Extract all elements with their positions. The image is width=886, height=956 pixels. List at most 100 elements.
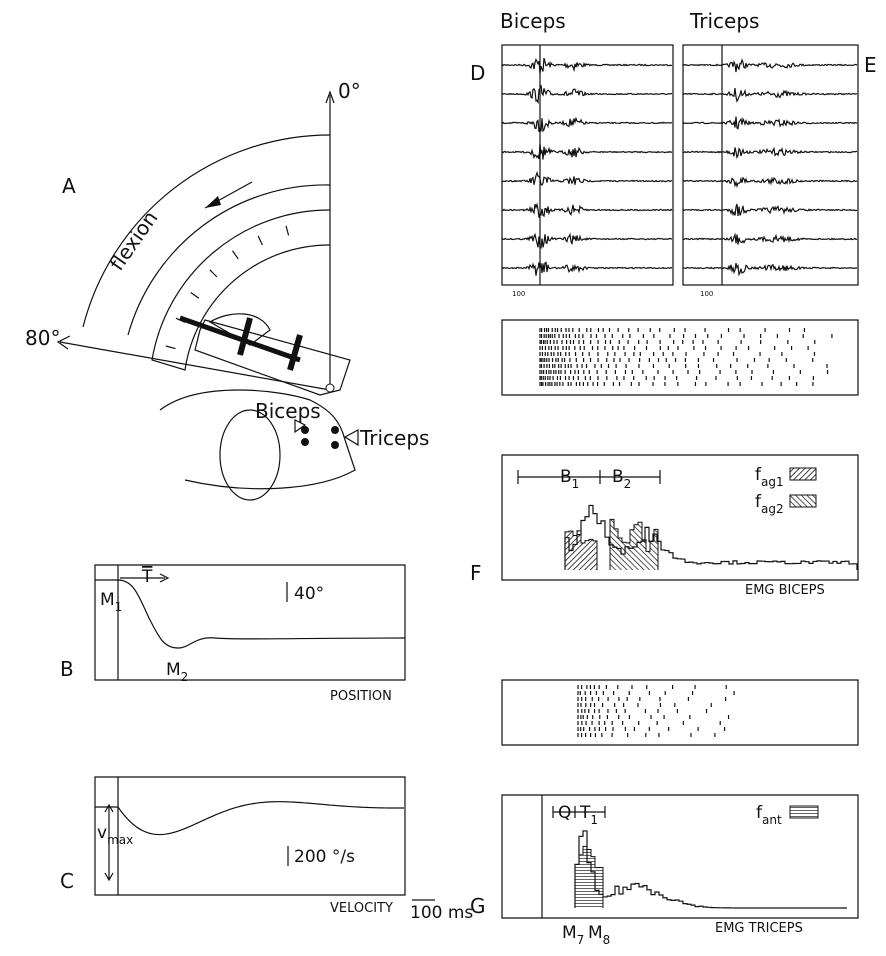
histogram bbox=[565, 505, 857, 570]
axis-label: EMG TRICEPS bbox=[715, 921, 803, 936]
pointer bbox=[345, 430, 358, 445]
electrode bbox=[301, 438, 309, 446]
muscle-label: Biceps bbox=[255, 399, 321, 423]
emg-trace bbox=[502, 85, 672, 102]
panel-letter: B bbox=[60, 657, 74, 681]
strap bbox=[290, 335, 300, 370]
scale-tick bbox=[286, 226, 289, 236]
label-sub: 1 bbox=[572, 477, 580, 491]
outer-arc-inner bbox=[128, 185, 330, 335]
hatched-area bbox=[575, 846, 603, 908]
marker-label: M7 bbox=[562, 923, 584, 947]
emg-trace bbox=[683, 147, 857, 157]
t-label: T bbox=[141, 567, 153, 587]
legend-label: fag1 bbox=[755, 465, 784, 489]
emg-trace bbox=[502, 144, 672, 159]
panel-b: B 40° T M1 M2 POSITION bbox=[60, 565, 405, 704]
scale-tick bbox=[210, 270, 217, 277]
panel-title: Biceps bbox=[500, 9, 566, 33]
arrow-head bbox=[205, 196, 221, 208]
emg-trace bbox=[502, 262, 672, 275]
label-base: M bbox=[562, 923, 577, 943]
raster bbox=[578, 685, 734, 737]
interval-label: B1 bbox=[560, 467, 579, 491]
legend-swatch bbox=[790, 806, 818, 818]
emg-traces bbox=[502, 45, 857, 285]
legend-label: fag2 bbox=[755, 492, 784, 516]
figure: A 0° flexion 80° Biceps Triceps B 40° T … bbox=[0, 0, 886, 956]
legend-swatch bbox=[790, 468, 816, 480]
label-base: B bbox=[612, 467, 624, 487]
axis-label: VELOCITY bbox=[330, 901, 393, 916]
electrode bbox=[331, 441, 339, 449]
label-sub: max bbox=[107, 833, 133, 847]
time-label: 100 ms bbox=[410, 903, 473, 923]
emg-trace bbox=[683, 235, 857, 245]
label-sub: ag1 bbox=[761, 475, 784, 489]
label-base: T bbox=[579, 803, 591, 823]
scale-tick bbox=[166, 346, 176, 349]
hatched-area bbox=[610, 519, 658, 570]
panel-g: G Q T1 fant M7 M8 EMG TRICEPS bbox=[470, 680, 858, 947]
emg-trace bbox=[683, 88, 857, 101]
axis-label: EMG BICEPS bbox=[745, 583, 825, 598]
emg-trace bbox=[683, 178, 857, 186]
emg-trace bbox=[683, 60, 857, 72]
tick-label: 100 bbox=[700, 290, 713, 298]
panel-letter: G bbox=[470, 894, 486, 918]
label-base: M bbox=[588, 923, 603, 943]
axis-label: POSITION bbox=[330, 689, 392, 704]
histogram bbox=[575, 831, 847, 908]
label-sub: 8 bbox=[603, 933, 611, 947]
label-sub: 1 bbox=[115, 600, 123, 614]
panel-letter: A bbox=[62, 174, 76, 198]
muscle-label: Triceps bbox=[359, 426, 429, 450]
emg-trace bbox=[683, 263, 857, 274]
interval-label: T1 bbox=[579, 803, 598, 827]
label-base: M bbox=[166, 660, 181, 680]
pivot bbox=[326, 384, 334, 392]
raster bbox=[540, 328, 832, 386]
emg-trace bbox=[683, 204, 857, 216]
frame bbox=[683, 45, 858, 285]
emg-trace bbox=[502, 58, 672, 73]
marker-label: M1 bbox=[100, 590, 122, 614]
panel-letter: C bbox=[60, 869, 74, 893]
panel-f: F B1 B2 fag1 fag2 EMG BICEPS bbox=[470, 320, 858, 598]
velocity-trace bbox=[95, 802, 404, 835]
label-sub: 2 bbox=[181, 670, 189, 684]
emg-trace bbox=[683, 117, 857, 129]
marker-label: M8 bbox=[588, 923, 610, 947]
panel-d-e: Biceps Triceps D E 100 100 bbox=[470, 9, 877, 298]
label-base: B bbox=[560, 467, 572, 487]
tick-label: 100 bbox=[512, 290, 525, 298]
label-sub: 2 bbox=[624, 477, 632, 491]
panel-title: Triceps bbox=[689, 9, 759, 33]
vmax-label: vmax bbox=[97, 823, 133, 847]
angle-label: 0° bbox=[338, 79, 361, 103]
head bbox=[220, 410, 280, 500]
hatched-area bbox=[565, 531, 597, 570]
scale-tick bbox=[232, 251, 238, 259]
scale-label: 200 °/s bbox=[294, 847, 355, 867]
label-sub: 7 bbox=[577, 933, 585, 947]
panel-letter: D bbox=[470, 61, 485, 85]
emg-trace bbox=[502, 118, 672, 132]
interval-bars bbox=[518, 470, 660, 484]
label-sub: 1 bbox=[590, 813, 598, 827]
label-sub: ant bbox=[762, 813, 782, 827]
scale-tick bbox=[191, 292, 199, 298]
frame bbox=[502, 45, 673, 285]
strap bbox=[240, 318, 250, 355]
legend-label: fant bbox=[756, 803, 782, 827]
frame bbox=[95, 777, 405, 895]
scale-label: 40° bbox=[294, 584, 324, 604]
label-base: M bbox=[100, 590, 115, 610]
legend-swatch bbox=[790, 495, 816, 507]
raster-frame bbox=[502, 680, 858, 745]
panel-letter: E bbox=[864, 53, 877, 77]
panel-a: A 0° flexion 80° Biceps Triceps bbox=[25, 79, 429, 500]
position-trace bbox=[118, 580, 405, 648]
outer-arc bbox=[83, 135, 330, 327]
angle-label: 80° bbox=[25, 326, 60, 350]
